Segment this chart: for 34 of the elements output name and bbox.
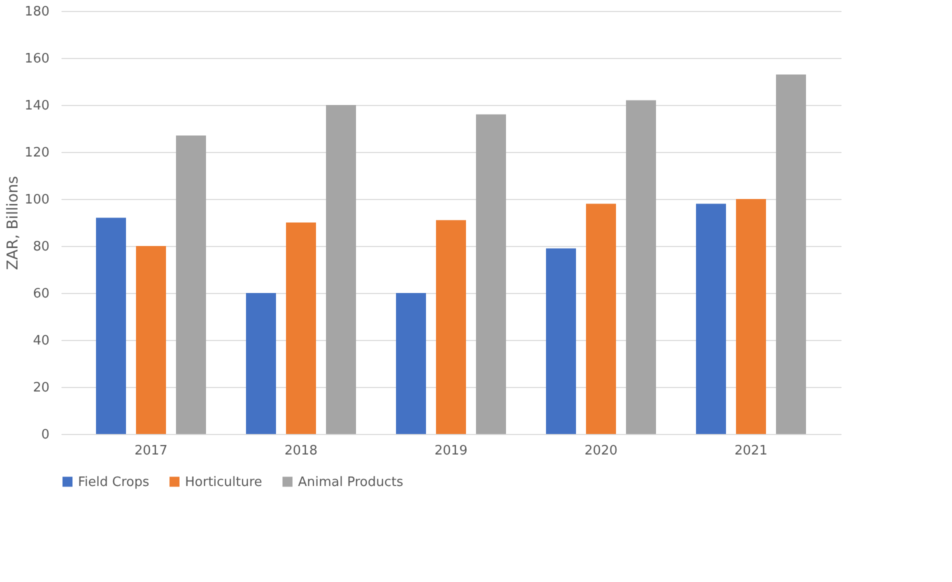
bar <box>96 218 126 434</box>
y-tick-label: 180 <box>24 4 50 20</box>
bar <box>776 74 806 434</box>
bar <box>176 136 206 434</box>
y-tick-label: 100 <box>24 192 50 208</box>
y-tick-label: 40 <box>32 334 50 348</box>
y-tick-label: 80 <box>32 240 50 254</box>
y-tick-label: 0 <box>41 428 50 442</box>
bar <box>436 220 466 434</box>
bar <box>586 204 616 434</box>
bar <box>136 246 166 434</box>
y-tick-label: 60 <box>32 286 50 302</box>
x-tick-label: 2020 <box>584 444 618 458</box>
x-tick-label: 2018 <box>284 444 318 458</box>
y-axis-title: ZAR, Billions <box>4 176 22 270</box>
x-tick-label: 2017 <box>134 444 168 458</box>
legend-label: Field Crops <box>78 474 150 490</box>
legend-label: Horticulture <box>185 474 262 490</box>
bar <box>326 105 356 434</box>
legend-label: Animal Products <box>298 474 404 490</box>
bar <box>626 100 656 434</box>
y-tick-label: 20 <box>32 380 50 396</box>
bar <box>696 204 726 434</box>
bar <box>546 248 576 434</box>
y-tick-label: 140 <box>24 98 50 114</box>
x-tick-label: 2019 <box>434 444 468 458</box>
bar <box>246 293 276 434</box>
bar <box>286 222 316 434</box>
bar <box>396 293 426 434</box>
y-tick-label: 120 <box>24 146 50 160</box>
y-tick-label: 160 <box>24 52 50 66</box>
bar <box>476 114 506 434</box>
bar <box>736 199 766 434</box>
x-tick-label: 2021 <box>734 444 768 458</box>
